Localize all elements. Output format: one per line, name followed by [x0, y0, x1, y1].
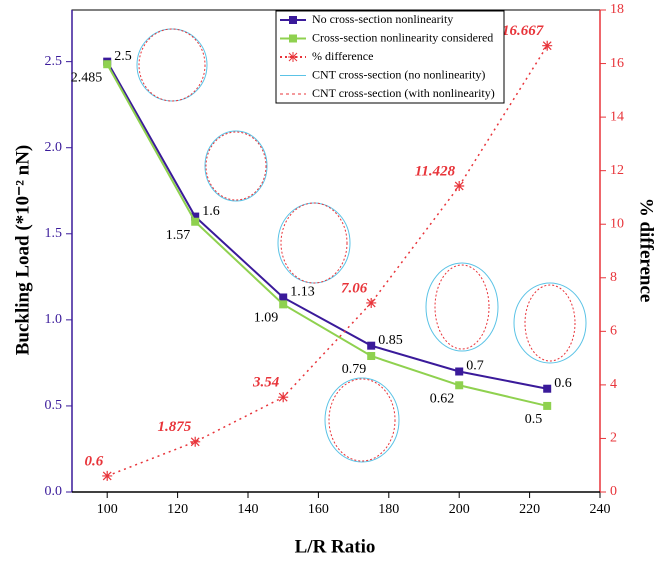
- x-tick-label: 100: [97, 502, 118, 517]
- point: [367, 352, 376, 361]
- legend-marker: [289, 34, 297, 43]
- cross-section-plain: [324, 377, 400, 463]
- y-tick-label: 2.5: [45, 54, 63, 69]
- legend-label: No cross-section nonlinearity: [312, 12, 453, 26]
- point: [367, 341, 376, 350]
- point: [102, 470, 113, 481]
- data-label: 0.79: [342, 362, 367, 377]
- y-tick-label: 2.0: [45, 140, 63, 155]
- cross-section-plain: [513, 282, 587, 364]
- y2-tick-label: 14: [610, 109, 624, 124]
- y-tick-label: 0.5: [45, 398, 63, 413]
- y2-tick-label: 8: [610, 270, 617, 285]
- data-label: 0.5: [525, 412, 543, 427]
- legend-marker: [288, 52, 298, 62]
- cross-section-deformed: [328, 378, 396, 462]
- point: [455, 381, 464, 390]
- y-tick-label: 1.0: [45, 312, 63, 327]
- cross-section-deformed: [205, 131, 267, 201]
- point: [279, 300, 288, 309]
- y2-tick-label: 18: [610, 2, 624, 17]
- data-label: 0.6: [554, 376, 572, 391]
- data-label: 1.13: [290, 285, 315, 300]
- data-label: 3.54: [252, 375, 280, 391]
- y-axis-label: Buckling Load (*10⁻² nN): [12, 145, 33, 356]
- legend-label: % difference: [312, 49, 373, 63]
- x-tick-label: 200: [449, 502, 470, 517]
- y2-tick-label: 16: [610, 56, 624, 71]
- x-axis-label: L/R Ratio: [295, 536, 376, 557]
- series-line: [106, 61, 548, 390]
- cross-section-plain: [425, 262, 499, 352]
- y2-tick-label: 4: [610, 377, 617, 392]
- cross-section-deformed: [434, 264, 490, 350]
- data-label: 11.428: [415, 163, 456, 179]
- data-label: 1.09: [254, 311, 279, 326]
- point: [279, 293, 288, 302]
- x-tick-label: 140: [238, 502, 259, 517]
- point: [454, 180, 465, 191]
- point: [543, 401, 552, 410]
- cross-section-plain: [204, 130, 268, 202]
- legend-label: CNT cross-section (with nonlinearity): [312, 86, 495, 100]
- cross-section-plain: [277, 202, 351, 284]
- y2-tick-label: 0: [610, 484, 617, 499]
- data-label: 1.57: [166, 228, 191, 243]
- data-label: 0.85: [378, 333, 403, 348]
- point: [190, 436, 201, 447]
- point: [278, 392, 289, 403]
- cross-section-deformed: [138, 28, 206, 102]
- x-tick-label: 160: [308, 502, 329, 517]
- point: [366, 297, 377, 308]
- y-tick-label: 1.5: [45, 226, 63, 241]
- y2-tick-label: 10: [610, 216, 624, 231]
- data-label: 0.7: [466, 359, 484, 374]
- point: [191, 217, 200, 226]
- series-line: [106, 63, 548, 407]
- y-tick-label: 0.0: [45, 484, 63, 499]
- legend-box: [275, 10, 505, 104]
- point: [191, 212, 200, 221]
- data-label: 0.6: [84, 453, 103, 469]
- cross-section-plain: [136, 28, 208, 102]
- x-tick-label: 180: [378, 502, 399, 517]
- point: [455, 367, 464, 376]
- legend-label: CNT cross-section (no nonlinearity): [312, 67, 485, 81]
- cross-section-deformed: [524, 284, 576, 362]
- y2-tick-label: 12: [610, 163, 624, 178]
- legend-label: Cross-section nonlinearity considered: [312, 30, 493, 44]
- data-label: 2.485: [71, 70, 103, 85]
- y2-tick-label: 2: [610, 431, 617, 446]
- data-label: 1.6: [202, 204, 220, 219]
- point: [103, 60, 112, 69]
- x-tick-label: 220: [519, 502, 540, 517]
- x-tick-label: 120: [167, 502, 188, 517]
- x-tick-label: 240: [590, 502, 611, 517]
- legend-marker: [289, 16, 297, 24]
- point: [542, 40, 553, 51]
- data-label: 16.667: [502, 23, 544, 39]
- data-label: 2.5: [114, 49, 132, 64]
- data-label: 0.62: [430, 391, 455, 406]
- point: [543, 384, 552, 393]
- cross-section-deformed: [280, 202, 348, 284]
- y2-axis-label: % difference: [636, 198, 657, 303]
- y2-tick-label: 6: [610, 324, 617, 339]
- data-label: 7.06: [341, 280, 368, 296]
- series-line: [106, 45, 548, 477]
- data-label: 1.875: [157, 419, 191, 435]
